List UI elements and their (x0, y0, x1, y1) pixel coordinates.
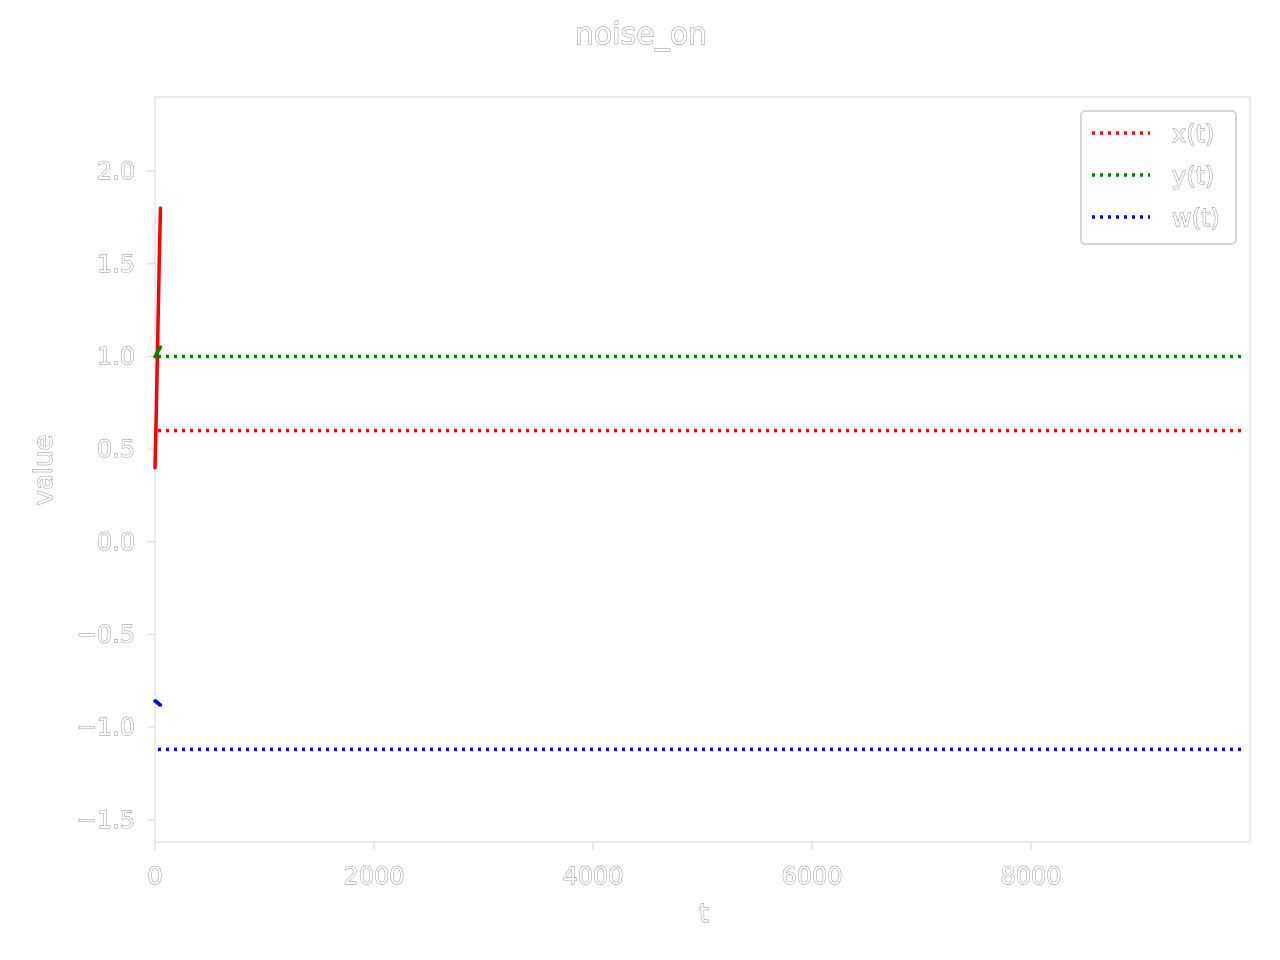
y-tick-label: −1.0 (77, 713, 135, 741)
y-tick-label: 0.5 (97, 435, 135, 463)
series-wt-transient-line (153, 699, 163, 707)
legend-label-wt: w(t) (1172, 204, 1220, 232)
x-tick-label: 0 (147, 862, 162, 890)
legend-label-xt: x(t) (1172, 120, 1214, 148)
y-tick-label: 1.5 (97, 250, 135, 278)
y-axis-label: value (29, 434, 59, 505)
y-tick-label: 2.0 (97, 157, 135, 185)
y-tick-label: −1.5 (77, 806, 135, 834)
y-axis-ticks: −1.5 −1.0 −0.5 0.0 0.5 1.0 1.5 2.0 (76, 157, 155, 834)
y-tick-label: 0.0 (97, 528, 135, 556)
series-layer (153, 206, 1245, 752)
series-yt-transient-line (153, 345, 163, 359)
chart-title: noise_on (575, 17, 707, 52)
legend-frame (1080, 110, 1237, 245)
series-xt-transient-line (153, 206, 163, 470)
legend-label-yt: y(t) (1172, 162, 1214, 190)
x-axis-ticks: 0 2000 4000 6000 8000 (147, 842, 1062, 890)
x-tick-label: 4000 (562, 862, 623, 890)
x-tick-label: 2000 (343, 862, 404, 890)
y-tick-label: 1.0 (97, 342, 135, 370)
plot-area-frame (154, 96, 1251, 843)
x-axis-label: t (699, 899, 709, 929)
x-tick-label: 8000 (1000, 862, 1061, 890)
y-tick-label: −0.5 (77, 620, 135, 648)
x-tick-label: 6000 (781, 862, 842, 890)
legend: x(t) y(t) w(t) (1080, 110, 1237, 245)
